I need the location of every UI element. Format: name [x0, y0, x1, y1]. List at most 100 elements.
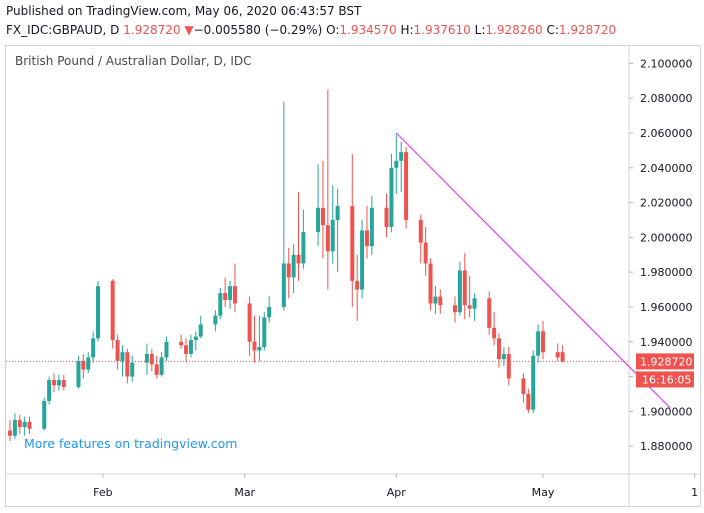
candle-body	[52, 380, 57, 386]
candle-body	[325, 225, 330, 252]
candle	[193, 331, 198, 351]
countdown-badge	[636, 371, 694, 388]
candle	[355, 254, 360, 321]
candle	[384, 193, 389, 238]
candlestick-chart[interactable]: British Pound / Australian Dollar, D, ID…	[6, 46, 700, 506]
candle	[394, 132, 399, 194]
candle	[423, 226, 428, 276]
candle	[389, 153, 394, 233]
candle	[42, 397, 47, 431]
candle	[350, 153, 355, 307]
candle-body	[462, 270, 467, 306]
candle	[198, 315, 203, 339]
price-axis[interactable]: 2.100000 2.080000 2.060000 2.040000 2.020000…	[629, 57, 693, 453]
candle	[316, 164, 321, 247]
candle	[47, 376, 52, 405]
candle	[467, 275, 472, 318]
candle-body	[154, 364, 159, 375]
candle	[267, 296, 272, 323]
candle-body	[418, 219, 423, 243]
candle	[330, 185, 335, 264]
candle	[536, 324, 541, 363]
candle	[335, 188, 340, 273]
candle-body	[86, 357, 91, 370]
candle-body	[428, 263, 433, 304]
price-tick-label: 2.000000	[640, 231, 693, 244]
promo-link[interactable]: More features on tradingview.com	[24, 436, 237, 451]
ohlc-header: FX_IDC:GBPAUD, D 1.928720 ▼−0.005580 (−0…	[6, 23, 616, 37]
current-price: 1.928720	[123, 23, 181, 37]
candle-body	[330, 219, 335, 252]
candle	[501, 346, 506, 367]
candle-body	[144, 353, 149, 363]
candle	[228, 280, 233, 309]
candle	[159, 352, 164, 377]
candle-body	[316, 207, 321, 233]
candle-body	[81, 360, 86, 370]
candle	[526, 388, 531, 414]
candle-body	[296, 254, 301, 264]
candle	[154, 355, 159, 379]
candle-body	[22, 421, 27, 428]
candle	[188, 334, 193, 358]
price-tick-label: 1.940000	[640, 336, 693, 349]
time-axis[interactable]: Feb Mar Apr May 1	[93, 474, 698, 499]
candle	[541, 320, 546, 360]
candle-body	[184, 345, 189, 354]
candle	[433, 286, 438, 314]
candle-body	[433, 296, 438, 304]
candle-body	[492, 327, 497, 339]
candle-body	[120, 352, 125, 361]
last-price-badge	[636, 353, 694, 370]
candle-body	[193, 336, 198, 341]
candle-body	[61, 380, 66, 388]
candle-body	[130, 362, 135, 377]
candle	[404, 146, 409, 229]
candle	[286, 247, 291, 299]
candles-group	[8, 89, 565, 441]
candle	[472, 293, 477, 321]
candle	[301, 209, 306, 269]
candle	[125, 348, 130, 384]
candle	[296, 192, 301, 281]
low-label: L:	[474, 23, 486, 37]
candle	[232, 263, 237, 313]
candle-body	[213, 315, 218, 325]
candle-body	[218, 293, 223, 316]
candle-body	[281, 263, 286, 307]
candle-body	[389, 167, 394, 227]
candle-body	[76, 360, 81, 388]
candle-body	[472, 298, 477, 309]
chart-panel[interactable]: British Pound / Australian Dollar, D, ID…	[5, 45, 701, 507]
candle-body	[521, 378, 526, 394]
price-tick-label: 2.080000	[640, 92, 693, 105]
candle-body	[252, 341, 257, 351]
candle	[555, 343, 560, 361]
candle	[325, 89, 330, 290]
candle	[12, 413, 17, 440]
candle-body	[91, 338, 96, 358]
candle	[360, 219, 365, 299]
candle-body	[27, 421, 32, 429]
candle	[223, 277, 228, 307]
high-value: 1.937610	[413, 23, 471, 37]
candle-body	[149, 353, 154, 365]
candle-body	[438, 296, 443, 306]
trendline[interactable]	[395, 132, 671, 409]
candle-body	[198, 324, 203, 337]
candle	[521, 373, 526, 403]
candle-body	[536, 331, 541, 356]
candle-body	[17, 420, 22, 428]
candle	[252, 315, 257, 363]
candle	[52, 373, 57, 393]
candle	[506, 346, 511, 386]
candle	[22, 416, 27, 436]
close-value: 1.928720	[558, 23, 617, 37]
candle	[364, 206, 369, 259]
price-tick-label: 1.880000	[640, 440, 693, 453]
candle-body	[355, 280, 360, 290]
candle-body	[301, 232, 306, 264]
candle	[184, 338, 189, 363]
symbol-label: FX_IDC:GBPAUD, D	[6, 23, 120, 37]
candle	[399, 141, 404, 193]
